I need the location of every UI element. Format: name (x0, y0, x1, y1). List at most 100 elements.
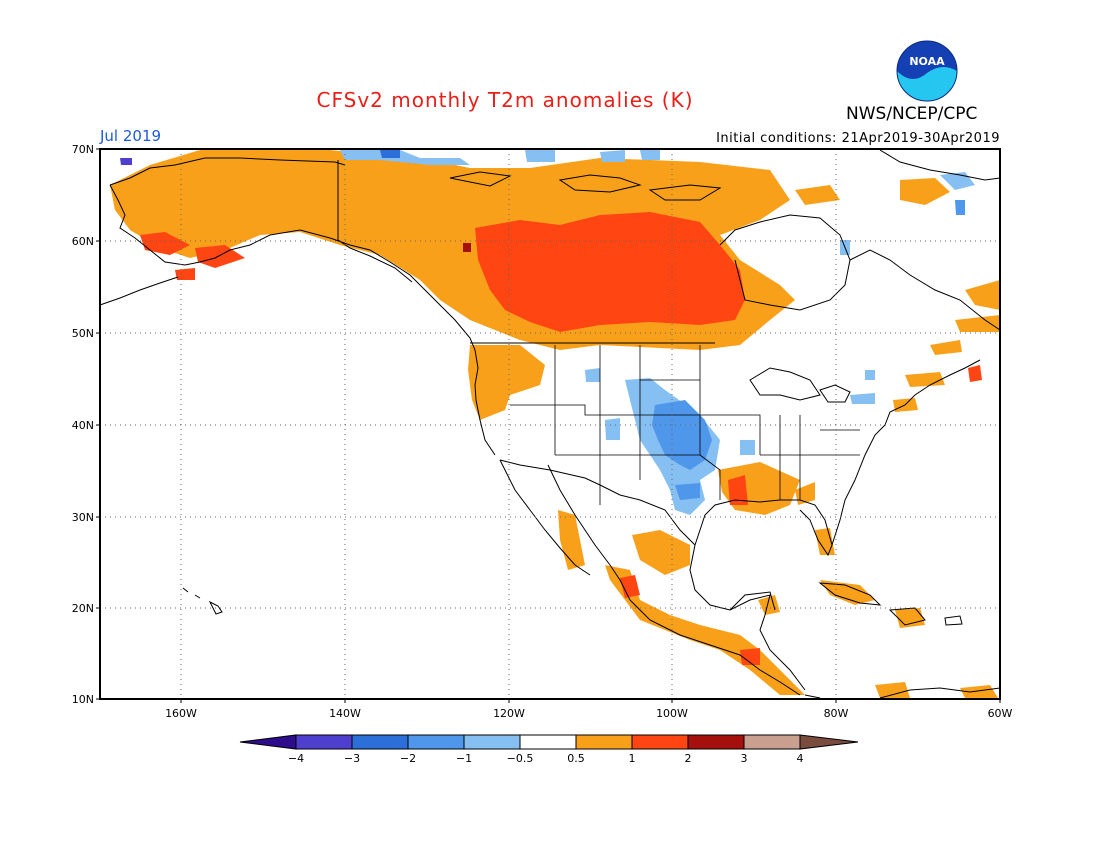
anomaly-region-warm1 (195, 245, 245, 268)
coastline (547, 464, 631, 601)
anomaly-region-cold2 (380, 150, 400, 158)
forecast-month: Jul 2019 (100, 127, 162, 145)
gridlines (100, 149, 1000, 699)
lon-label: 60W (988, 707, 1013, 720)
anomaly-region-cold1 (675, 483, 700, 500)
colorbar-segment (295, 734, 353, 750)
colorbar-label: −3 (344, 752, 360, 765)
latitude-labels: 70N 60N 50N 40N 30N 20N 10N (72, 143, 100, 706)
coastline (182, 587, 223, 615)
anomaly-region-warm05 (960, 685, 998, 698)
map-frame (99, 148, 1001, 700)
coastline (109, 157, 346, 186)
anomaly-region-warm05 (558, 510, 585, 570)
colorbar-label: 0.5 (567, 752, 585, 765)
coastline (749, 367, 821, 401)
anomaly-region-cold05 (850, 393, 875, 404)
anomaly-region-warm2 (463, 243, 471, 252)
colorbar-label: −2 (400, 752, 416, 765)
colorbar-label: −1 (456, 752, 472, 765)
lat-label: 50N (72, 327, 94, 340)
noaa-logo-text: NOAA (909, 55, 945, 68)
coastline (109, 184, 471, 339)
lat-label: 10N (72, 693, 94, 706)
lon-label: 120W (493, 707, 525, 720)
colorbar-label: 2 (685, 752, 692, 765)
colorbar-label: 3 (741, 752, 748, 765)
coastline (888, 607, 926, 626)
colorbar-label: −4 (288, 752, 304, 765)
colorbar-high-arrow (799, 734, 859, 750)
anomaly-region-warm1 (475, 212, 745, 332)
lat-label: 30N (72, 511, 94, 524)
anomaly-region-warm1 (728, 475, 748, 505)
colorbar-segment (575, 734, 633, 750)
lon-label: 160W (165, 707, 197, 720)
lon-label: 100W (656, 707, 688, 720)
coastline (831, 359, 981, 546)
coastline (558, 174, 642, 193)
lon-label: 140W (329, 707, 361, 720)
coastlines (99, 149, 1001, 699)
anomaly-region-warm1 (968, 365, 982, 382)
anomaly-region-warm1 (175, 268, 195, 280)
coastline (729, 591, 776, 611)
state-boundary (720, 414, 761, 455)
map-title-text: CFSv2 monthly T2m anomalies (K) (316, 88, 694, 112)
lat-label: 40N (72, 419, 94, 432)
anomaly-region-warm05 (795, 185, 840, 205)
coastline (819, 384, 851, 403)
state-boundary (699, 454, 721, 500)
state-boundary (510, 404, 640, 416)
anomaly-region-warm05 (468, 345, 545, 420)
noaa-logo: NOAA (896, 40, 958, 102)
colorbar-low-arrow (239, 734, 297, 750)
coastline (818, 582, 882, 606)
anomaly-region-cold05 (600, 150, 625, 162)
anomaly-region-warm05 (905, 372, 945, 387)
lon-label: 80W (824, 707, 849, 720)
anomaly-region-warm05 (955, 315, 1000, 332)
coastline (337, 160, 413, 283)
coastline (689, 544, 806, 691)
colorbar-label: 4 (797, 752, 804, 765)
anomaly-region-cold05 (740, 440, 755, 455)
anomaly-region-warm05 (875, 682, 910, 698)
coastline (944, 615, 963, 626)
coastline (469, 337, 496, 456)
colorbar-segment (743, 734, 801, 750)
anomaly-region-cold05 (585, 368, 600, 382)
coastline (849, 249, 1001, 331)
coastline (648, 184, 722, 201)
coastline (99, 276, 179, 306)
coastline (719, 214, 851, 311)
lat-label: 60N (72, 235, 94, 248)
anomaly-region-warm05 (965, 280, 1000, 310)
colorbar-segment (463, 734, 521, 750)
colorbar-segment (519, 734, 577, 750)
anomaly-region-cold05 (865, 370, 875, 380)
initial-conditions: Initial conditions: 21Apr2019-30Apr2019 (716, 131, 1000, 146)
colorbar-segment (351, 734, 409, 750)
anomaly-region-warm1 (740, 648, 760, 665)
colorbar-segment (631, 734, 689, 750)
anomaly-region-warm05 (820, 580, 875, 605)
anomaly-region-warm05 (930, 340, 962, 355)
agency-label: NWS/NCEP/CPC (846, 104, 978, 124)
anomaly-region-warm05 (815, 528, 835, 555)
anomaly-region-warm1 (140, 232, 190, 255)
anomaly-region-warm05 (632, 530, 690, 575)
anomaly-region-cold1 (652, 400, 712, 470)
colorbar-label: −0.5 (507, 752, 534, 765)
coastline (879, 687, 1001, 699)
colorbar: −4 −3 −2 −1 −0.5 0.5 1 2 3 4 (239, 734, 859, 765)
coastline (879, 149, 1001, 181)
longitude-labels: 160W 140W 120W 100W 80W 60W (165, 699, 1013, 720)
coastline (449, 171, 512, 187)
anomaly-region-cold1 (955, 200, 965, 215)
anomaly-region-cold05 (525, 150, 555, 162)
lat-label: 20N (72, 602, 94, 615)
anomaly-region-warm05 (895, 608, 925, 628)
coastline (629, 599, 801, 696)
